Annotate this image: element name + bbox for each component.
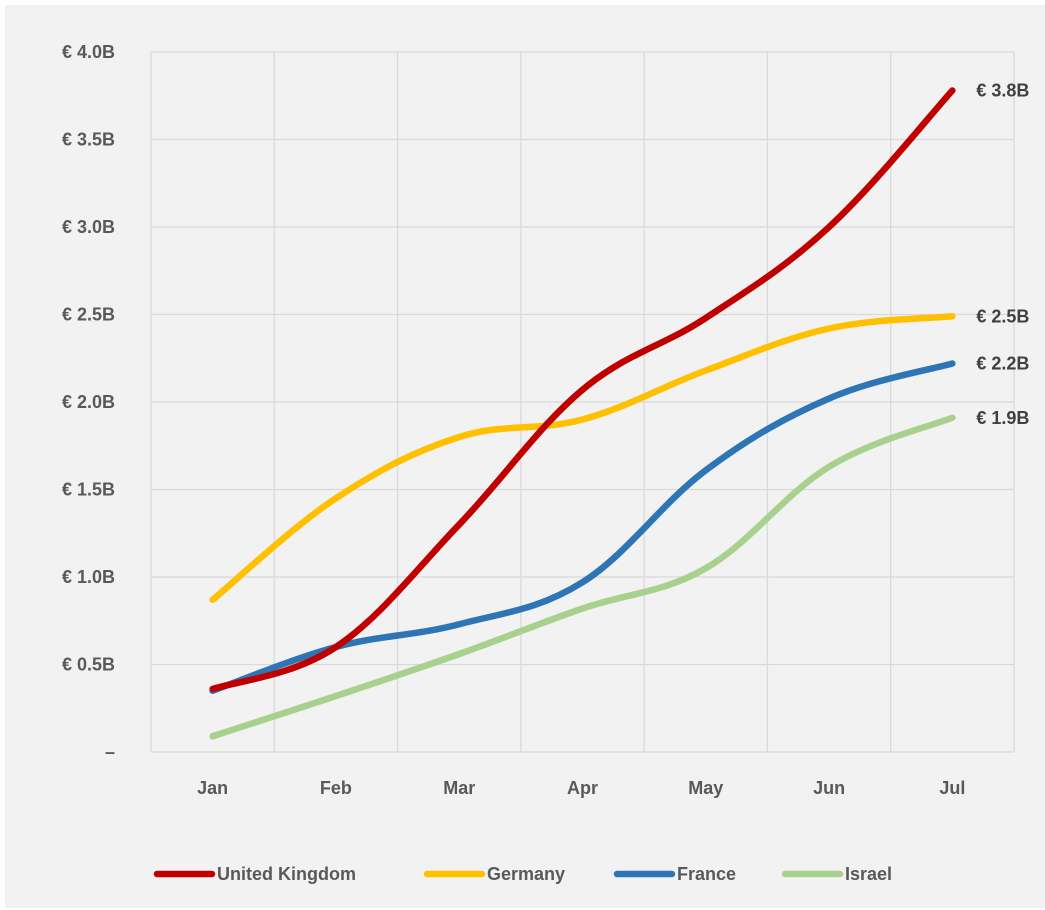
series-lines [209, 87, 956, 740]
y-tick-label: € 1.5B [62, 480, 115, 500]
legend: United Kingdom Germany France Israel [153, 864, 892, 884]
legend-entry: France [613, 864, 736, 884]
x-axis-tick-labels: Jan Feb Mar Apr May Jun Jul [197, 778, 965, 798]
series-line [209, 360, 956, 694]
series-line [209, 313, 956, 603]
y-tick-label: – [105, 742, 115, 762]
y-tick-label: € 1.0B [62, 567, 115, 587]
x-tick-label: May [688, 778, 723, 798]
y-tick-label: € 0.5B [62, 655, 115, 675]
legend-entry: Israel [781, 864, 892, 884]
legend-label: United Kingdom [217, 864, 356, 884]
end-value-label: € 3.8B [976, 81, 1029, 101]
x-tick-label: Feb [320, 778, 352, 798]
y-tick-label: € 4.0B [62, 42, 115, 62]
y-tick-label: € 2.5B [62, 305, 115, 325]
end-value-label: € 2.2B [976, 354, 1029, 374]
legend-entry: United Kingdom [153, 864, 356, 884]
y-tick-label: € 3.5B [62, 130, 115, 150]
gridlines [150, 51, 1015, 753]
chart-frame: – € 0.5B € 1.0B € 1.5B € 2.0B € 2.5B € 3.0B € 3… [5, 5, 1045, 908]
series-line [209, 87, 956, 693]
line-chart: – € 0.5B € 1.0B € 1.5B € 2.0B € 2.5B € 3.0B € 3… [62, 42, 1029, 884]
y-tick-label: € 2.0B [62, 392, 115, 412]
end-value-label: € 1.9B [976, 408, 1029, 428]
x-tick-label: Jun [813, 778, 845, 798]
x-tick-label: Mar [443, 778, 475, 798]
legend-entry: Germany [423, 864, 565, 884]
end-value-label: € 2.5B [976, 306, 1029, 326]
legend-label: Israel [845, 864, 892, 884]
x-tick-label: Apr [567, 778, 598, 798]
end-value-labels: € 3.8B € 2.5B € 2.2B € 1.9B [976, 81, 1029, 428]
y-axis-tick-labels: – € 0.5B € 1.0B € 1.5B € 2.0B € 2.5B € 3.0B € 3… [62, 42, 115, 762]
x-tick-label: Jan [197, 778, 228, 798]
legend-label: France [677, 864, 736, 884]
series-line [209, 414, 956, 740]
x-tick-label: Jul [939, 778, 965, 798]
legend-label: Germany [487, 864, 565, 884]
y-tick-label: € 3.0B [62, 217, 115, 237]
